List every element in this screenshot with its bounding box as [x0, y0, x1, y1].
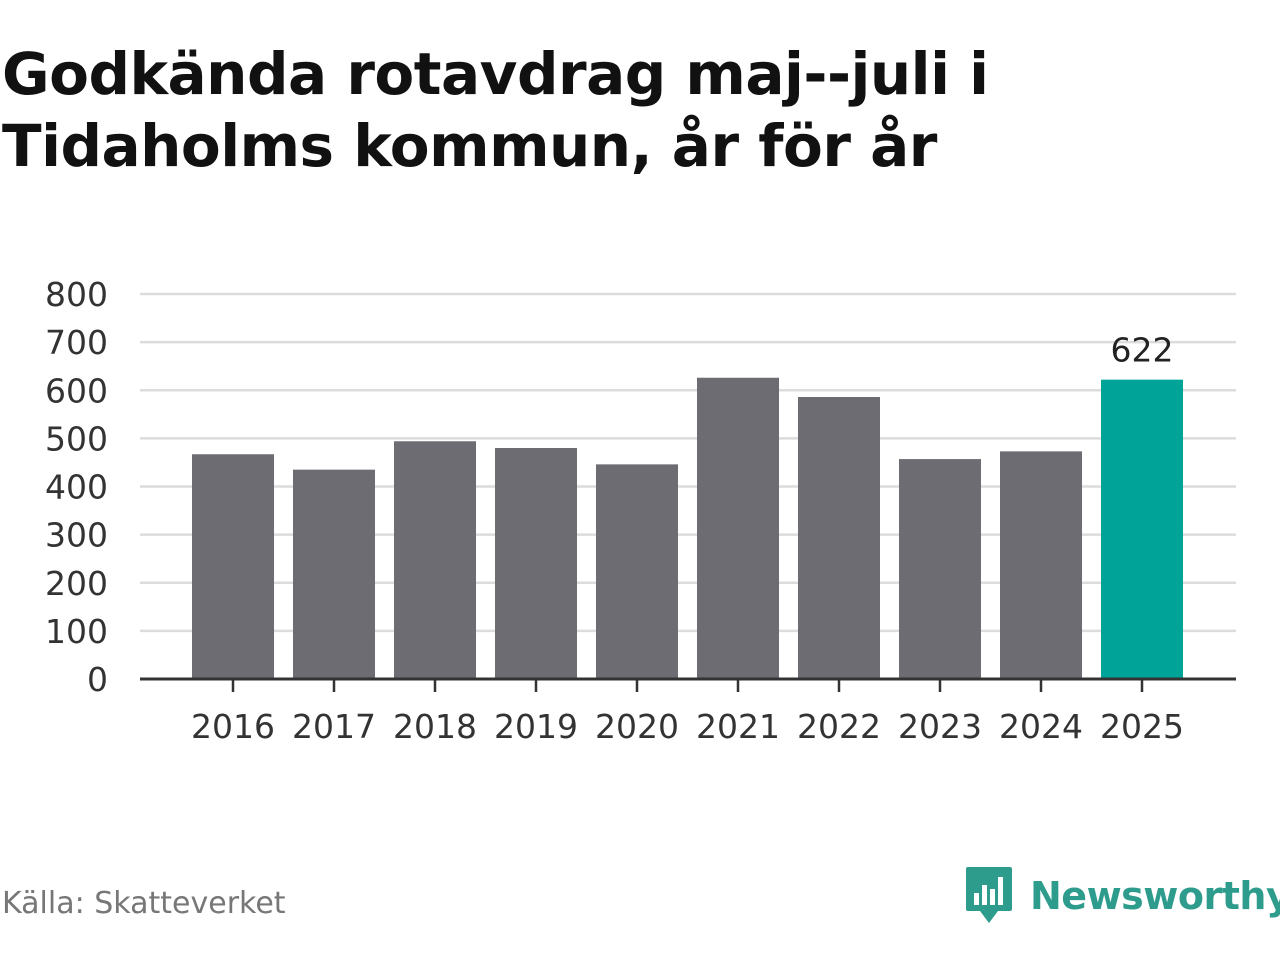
annotations: 622	[1111, 331, 1174, 370]
x-tick-label: 2022	[797, 707, 881, 746]
bar-2020	[596, 464, 678, 679]
chart-title: Godkända rotavdrag maj--juli i Tidaholms…	[2, 38, 1202, 182]
bar-2023	[899, 459, 981, 679]
y-tick-label: 700	[45, 323, 108, 362]
bar-2021	[697, 377, 779, 679]
data-label: 622	[1111, 331, 1174, 370]
bars	[192, 377, 1183, 679]
x-tick-label: 2020	[595, 707, 679, 746]
chart-title-line-2: Tidaholms kommun, år för år	[2, 112, 937, 180]
brand-name: Newsworthy	[1030, 874, 1280, 918]
x-tick-label: 2019	[494, 707, 578, 746]
y-tick-label: 0	[87, 660, 108, 699]
x-tick-label: 2024	[999, 707, 1083, 746]
bar-2017	[293, 469, 375, 679]
y-tick-label: 100	[45, 612, 108, 651]
y-tick-label: 300	[45, 516, 108, 555]
y-tick-label: 500	[45, 419, 108, 458]
newsworthy-logo-icon	[966, 867, 1012, 923]
bar-2024	[1000, 451, 1082, 679]
y-axis-tick-labels: 0 100 200 300 400 500 600 700 800	[45, 275, 108, 699]
brand-logo: Newsworthy	[964, 864, 1280, 928]
x-axis	[140, 677, 1236, 692]
x-tick-label: 2018	[393, 707, 477, 746]
y-tick-label: 600	[45, 371, 108, 410]
bar-2018	[394, 441, 476, 679]
bar-2025	[1101, 379, 1183, 679]
y-tick-label: 200	[45, 564, 108, 603]
x-tick-label: 2021	[696, 707, 780, 746]
chart-title-line-1: Godkända rotavdrag maj--juli i	[2, 40, 989, 108]
y-tick-label: 800	[45, 275, 108, 314]
x-tick-label: 2023	[898, 707, 982, 746]
x-axis-tick-labels: 2016 2017 2018 2019 2020 2021 2022 2023 2024 2025	[191, 707, 1184, 746]
y-tick-label: 400	[45, 468, 108, 507]
x-tick-label: 2025	[1100, 707, 1184, 746]
x-tick-label: 2017	[292, 707, 376, 746]
bar-2016	[192, 454, 274, 679]
bar-2022	[798, 396, 880, 679]
x-tick-label: 2016	[191, 707, 275, 746]
source-note: Källa: Skatteverket	[2, 886, 286, 921]
bar-2019	[495, 448, 577, 679]
